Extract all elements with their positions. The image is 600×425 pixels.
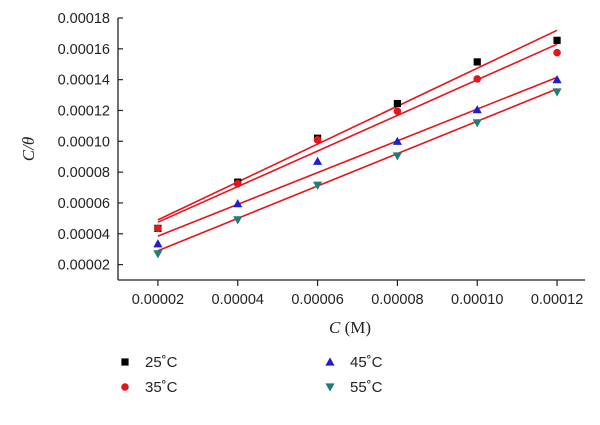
y-tick-label: 0.00014 — [58, 73, 110, 89]
legend-label: 45˚C — [350, 354, 383, 371]
data-point — [153, 250, 163, 259]
fit-line — [157, 88, 558, 252]
x-axis-variable: C — [329, 318, 341, 337]
y-ticks: 0.00002 0.00004 0.00006 0.00008 0.00010 0.000… — [58, 11, 123, 274]
y-tick-label: 0.00006 — [58, 196, 110, 212]
data-point — [473, 75, 482, 83]
y-tick-label: 0.00012 — [58, 103, 110, 119]
data-point — [153, 239, 163, 248]
y-tick-label: 0.00004 — [58, 227, 110, 243]
data-point — [393, 107, 402, 116]
y-tick-label: 0.00016 — [58, 42, 110, 58]
data-point — [552, 88, 562, 97]
data-point — [553, 36, 561, 44]
data-point — [154, 224, 162, 233]
fit-line — [157, 76, 558, 237]
fit-lines — [157, 29, 558, 252]
x-axis-unit: (M) — [340, 318, 371, 337]
legend-label: 25˚C — [145, 354, 178, 371]
data-point — [472, 105, 482, 114]
legend-label: 55˚C — [350, 379, 383, 396]
x-axis-title: C (M) — [329, 318, 371, 337]
y-tick-label: 0.00008 — [58, 165, 110, 181]
y-tick-label: 0.00010 — [58, 134, 110, 150]
fit-line — [157, 29, 558, 221]
x-tick-label: 0.00008 — [371, 292, 423, 308]
data-point — [233, 216, 243, 225]
data-point — [312, 156, 323, 165]
data-point — [392, 136, 403, 145]
legend-marker — [121, 383, 129, 391]
data-point — [472, 119, 482, 128]
y-tick-label: 0.00018 — [58, 11, 110, 27]
legend-marker — [325, 383, 335, 392]
y-tick-label: 0.00002 — [58, 258, 110, 274]
legend-label: 35˚C — [145, 379, 178, 396]
x-tick-label: 0.00010 — [451, 292, 503, 308]
x-tick-label: 0.00012 — [531, 292, 583, 308]
data-point — [553, 48, 561, 57]
legend-marker — [121, 358, 129, 366]
data-point — [233, 179, 242, 188]
x-tick-label: 0.00002 — [132, 292, 184, 308]
data-point — [313, 135, 322, 144]
x-tick-label: 0.00006 — [291, 292, 343, 308]
y-axis-title: C/θ — [19, 137, 38, 161]
data-point — [392, 152, 403, 161]
data-points — [153, 36, 562, 259]
data-point — [473, 58, 481, 66]
data-point — [552, 75, 562, 84]
legend-marker — [325, 357, 335, 366]
data-point — [233, 199, 243, 208]
x-tick-label: 0.00004 — [212, 292, 264, 308]
data-point — [312, 181, 323, 190]
fit-line — [157, 43, 558, 223]
x-ticks: 0.00002 0.00004 0.00006 0.00008 0.00010 0.000… — [132, 280, 583, 308]
axes — [117, 18, 585, 281]
data-point — [393, 99, 402, 108]
legend: 25˚C 35˚C 45˚C 55˚C — [121, 354, 383, 396]
